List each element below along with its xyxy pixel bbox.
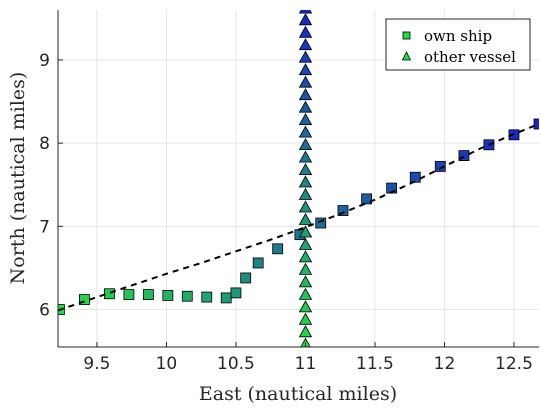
other-vessel-marker — [298, 38, 313, 51]
other-vessel-marker — [298, 225, 313, 238]
own-ship-marker — [162, 290, 174, 301]
own-ship-marker — [201, 291, 213, 303]
y-tick-label: 6 — [39, 301, 50, 321]
x-tick-labels: 9.5 10 10.5 11 11.5 12 12.5 — [83, 354, 533, 374]
own-ship-marker — [252, 257, 264, 269]
legend-other-vessel-label: other vessel — [424, 48, 516, 66]
other-vessel-marker — [298, 137, 313, 151]
legend: own ship other vessel — [385, 18, 531, 71]
other-vessel-marker — [298, 100, 313, 113]
own-ship-marker — [123, 289, 135, 300]
x-tick-label: 10 — [156, 354, 178, 374]
other-vessel-marker — [298, 25, 313, 38]
own-ship-marker — [458, 150, 470, 162]
legend-own-ship-marker — [402, 31, 411, 40]
other-vessel-marker — [298, 50, 313, 63]
other-vessel-marker — [298, 325, 313, 338]
other-vessel-marker — [298, 287, 313, 300]
legend-other-vessel-marker — [401, 51, 412, 61]
axes — [57, 10, 539, 348]
trend-line — [58, 123, 539, 312]
other-vessel-marker — [298, 200, 313, 213]
other-vessel-marker — [298, 237, 313, 250]
other-vessel-series — [298, 10, 313, 347]
y-axis-label: North (nautical miles) — [7, 72, 29, 285]
plot-area — [58, 10, 539, 347]
other-vessel-marker — [298, 150, 313, 163]
other-vessel-marker — [298, 13, 313, 26]
own-ship-marker — [434, 161, 446, 172]
other-vessel-marker — [298, 63, 313, 76]
other-vessel-marker — [298, 112, 313, 125]
x-tick-label: 9.5 — [83, 354, 110, 374]
own-ship-marker — [361, 193, 373, 205]
x-tick-label: 12 — [434, 354, 456, 374]
own-ship-marker — [142, 289, 154, 300]
own-ship-marker — [220, 292, 232, 304]
x-tick-label: 11.5 — [356, 354, 394, 374]
own-ship-marker — [409, 171, 421, 183]
other-vessel-marker — [298, 300, 313, 313]
legend-box — [385, 18, 531, 71]
other-vessel-marker — [298, 212, 313, 225]
y-tick-label: 8 — [39, 134, 50, 154]
other-vessel-marker — [298, 262, 313, 275]
own-ship-marker — [337, 205, 349, 216]
own-ship-marker — [272, 243, 284, 255]
own-ship-marker — [104, 288, 115, 300]
other-vessel-marker — [298, 187, 313, 200]
own-ship-marker — [230, 287, 242, 299]
other-vessel-marker — [298, 10, 313, 14]
own-ship-marker — [181, 290, 193, 302]
other-vessel-marker — [298, 175, 313, 188]
y-tick-label: 7 — [39, 217, 50, 237]
x-axis-label: East (nautical miles) — [199, 383, 397, 405]
own-ship-marker — [315, 217, 327, 229]
other-vessel-marker — [298, 162, 313, 176]
x-tick-label: 12.5 — [495, 354, 533, 374]
x-tick-label: 10.5 — [217, 354, 255, 374]
other-vessel-marker — [298, 312, 313, 325]
legend-own-ship-label: own ship — [424, 27, 492, 45]
other-vessel-marker — [298, 88, 313, 101]
y-tick-labels: 6 7 8 9 — [39, 51, 50, 321]
other-vessel-marker — [298, 250, 313, 263]
other-vessel-marker — [298, 125, 313, 138]
own-ship-marker — [533, 118, 539, 130]
y-tick-label: 9 — [39, 51, 50, 71]
own-ship-marker — [240, 272, 252, 284]
other-vessel-marker — [298, 275, 313, 288]
other-vessel-marker — [298, 75, 313, 88]
x-tick-label: 11 — [295, 354, 317, 374]
